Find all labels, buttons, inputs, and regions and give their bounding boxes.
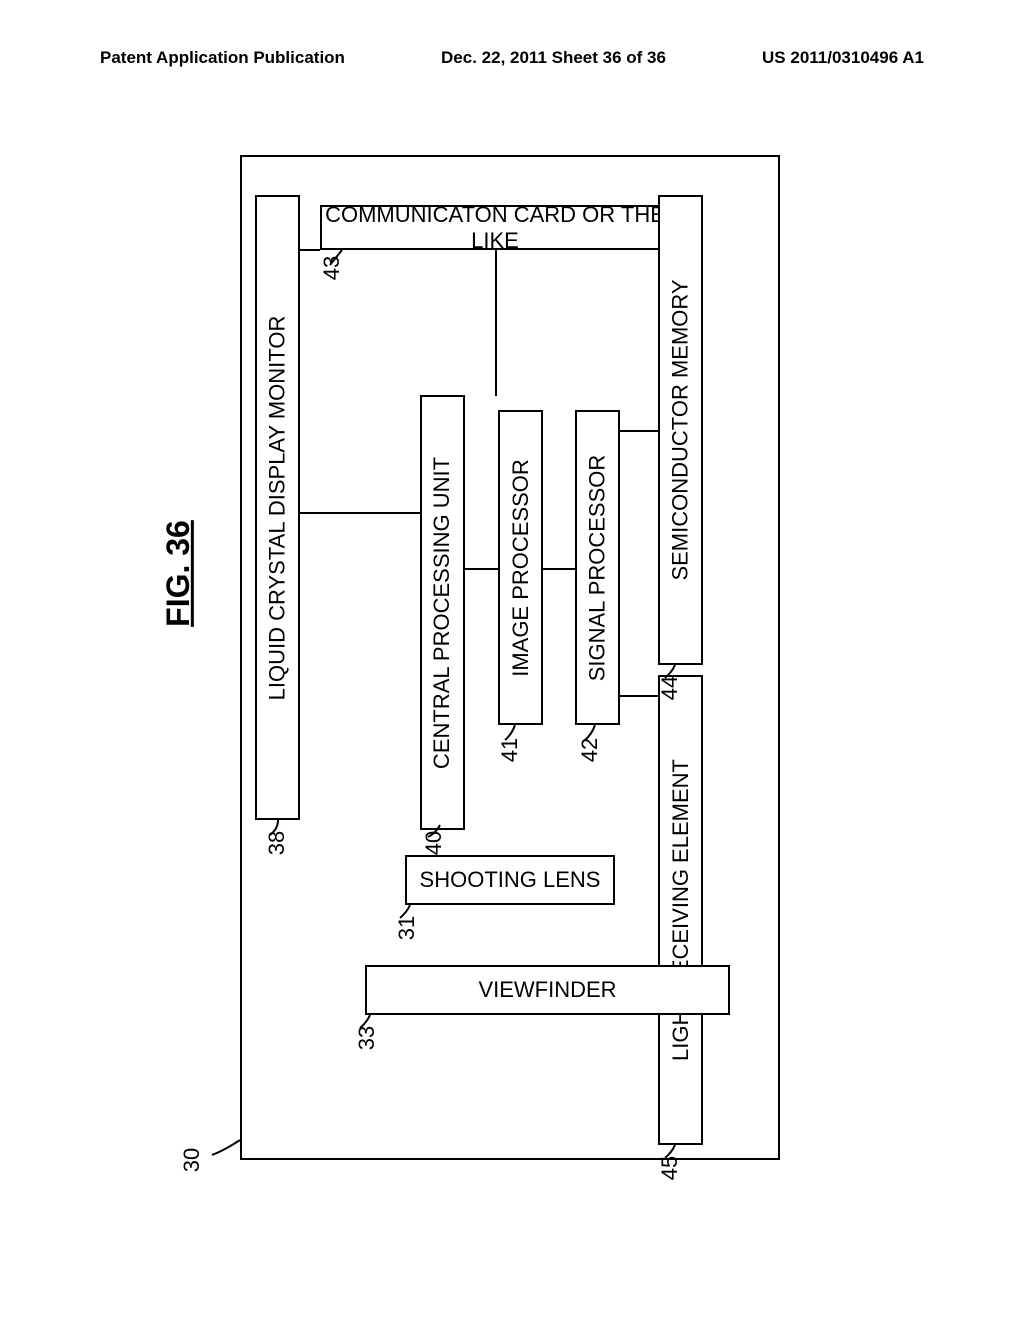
lcd-monitor-label: LIQUID CRYSTAL DISPLAY MONITOR bbox=[265, 315, 291, 700]
comm-card-label: COMMUNICATON CARD OR THE LIKE bbox=[322, 202, 668, 254]
shooting-lens-label: SHOOTING LENS bbox=[420, 867, 601, 893]
connector-comm-lcd bbox=[300, 249, 320, 251]
light-receiving-block: LIGHT-RECEIVING ELEMENT bbox=[658, 675, 703, 1145]
ref-31: 31 bbox=[394, 916, 420, 940]
ref-43: 43 bbox=[319, 256, 345, 280]
lcd-monitor-block: LIQUID CRYSTAL DISPLAY MONITOR bbox=[255, 195, 300, 820]
semiconductor-memory-block: SEMICONDUCTOR MEMORY bbox=[658, 195, 703, 665]
ref-30: 30 bbox=[179, 1148, 205, 1172]
connector-cpu-img bbox=[464, 568, 498, 570]
connector-sig-light bbox=[619, 695, 658, 697]
cpu-block: CENTRAL PROCESSING UNIT bbox=[420, 395, 465, 830]
ref-41: 41 bbox=[497, 738, 523, 762]
header-center: Dec. 22, 2011 Sheet 36 of 36 bbox=[441, 48, 666, 68]
light-receiving-label: LIGHT-RECEIVING ELEMENT bbox=[668, 759, 694, 1061]
signal-processor-block: SIGNAL PROCESSOR bbox=[575, 410, 620, 725]
signal-processor-label: SIGNAL PROCESSOR bbox=[585, 454, 611, 681]
ref-45: 45 bbox=[657, 1156, 683, 1180]
comm-card-block: COMMUNICATON CARD OR THE LIKE bbox=[320, 205, 670, 250]
connector-comm-cpu bbox=[495, 249, 497, 396]
viewfinder-block: VIEWFINDER bbox=[365, 965, 730, 1015]
header-left: Patent Application Publication bbox=[100, 48, 345, 68]
ref-40: 40 bbox=[421, 831, 447, 855]
ref-44: 44 bbox=[657, 676, 683, 700]
header-right: US 2011/0310496 A1 bbox=[762, 48, 924, 68]
image-processor-block: IMAGE PROCESSOR bbox=[498, 410, 543, 725]
connector-lcd-cpu bbox=[300, 512, 420, 514]
figure-label: FIG. 36 bbox=[160, 520, 197, 627]
ref-33: 33 bbox=[354, 1026, 380, 1050]
semiconductor-memory-label: SEMICONDUCTOR MEMORY bbox=[668, 279, 694, 580]
ref-42: 42 bbox=[577, 738, 603, 762]
cpu-label: CENTRAL PROCESSING UNIT bbox=[430, 456, 456, 768]
viewfinder-label: VIEWFINDER bbox=[478, 977, 616, 1003]
ref-38: 38 bbox=[264, 831, 290, 855]
page-header: Patent Application Publication Dec. 22, … bbox=[0, 48, 1024, 68]
connector-img-sig bbox=[542, 568, 575, 570]
shooting-lens-block: SHOOTING LENS bbox=[405, 855, 615, 905]
diagram-area: FIG. 36 LIQUID CRYSTAL DISPLAY MONITOR C… bbox=[220, 155, 785, 1160]
image-processor-label: IMAGE PROCESSOR bbox=[508, 459, 534, 677]
connector-sig-semi bbox=[619, 430, 658, 432]
